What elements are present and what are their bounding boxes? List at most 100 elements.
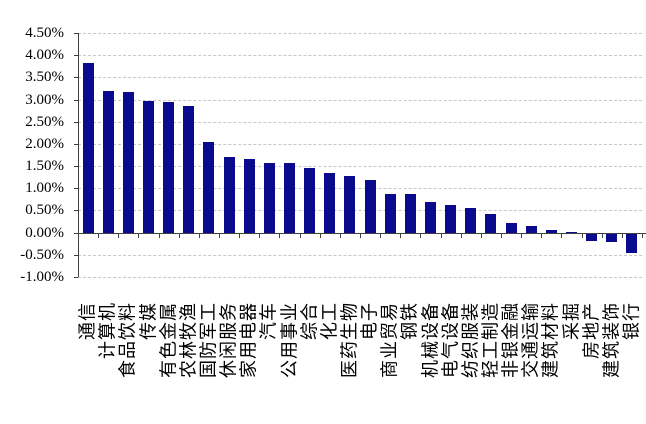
gridline bbox=[78, 77, 642, 79]
x-axis-category-label-text: 商业贸易 bbox=[379, 302, 400, 378]
bar bbox=[183, 105, 195, 233]
y-axis-tick-label: 2.50% bbox=[25, 113, 64, 130]
x-axis-tick bbox=[138, 233, 140, 238]
bar bbox=[626, 233, 638, 253]
bar bbox=[404, 194, 416, 233]
bar bbox=[223, 157, 235, 233]
bar bbox=[102, 91, 114, 233]
gridline bbox=[78, 55, 642, 57]
x-axis-category-label-text: 钢铁 bbox=[399, 302, 420, 340]
gridline bbox=[78, 143, 642, 145]
x-axis-category-label-text: 农林牧渔 bbox=[178, 302, 199, 378]
bar bbox=[82, 62, 94, 233]
y-axis-tick-label: 0.00% bbox=[25, 224, 64, 241]
x-axis-tick bbox=[501, 233, 502, 238]
bar bbox=[465, 208, 477, 233]
x-axis-category-label-text: 轻工制造 bbox=[480, 302, 501, 378]
x-axis-category-label-text: 国防军工 bbox=[198, 302, 219, 378]
bar bbox=[203, 142, 215, 233]
x-axis-category-label-text: 电气设备 bbox=[440, 302, 461, 378]
x-axis-category-label-text: 房地产 bbox=[581, 302, 602, 359]
x-axis-category-label-text: 汽车 bbox=[258, 302, 279, 340]
x-axis-tick bbox=[219, 233, 220, 238]
x-axis-tick bbox=[601, 233, 603, 238]
bar bbox=[122, 92, 134, 233]
x-axis-tick bbox=[440, 233, 442, 238]
x-axis-tick bbox=[642, 233, 643, 238]
x-axis-category-label-text: 化工 bbox=[319, 302, 340, 340]
bar bbox=[485, 213, 497, 233]
x-axis-tick bbox=[299, 233, 301, 238]
y-axis-tick bbox=[74, 188, 78, 190]
y-axis-tick bbox=[74, 166, 78, 168]
y-axis-tick bbox=[74, 254, 78, 256]
gridline bbox=[78, 210, 642, 212]
x-axis-category-label-text: 银行 bbox=[621, 302, 642, 340]
x-axis-category-label-text: 建筑材料 bbox=[540, 302, 561, 378]
x-axis-category-label-text: 医药生物 bbox=[339, 302, 360, 378]
bar bbox=[445, 204, 457, 233]
x-axis-category-label-text: 交通运输 bbox=[520, 302, 541, 378]
gridline bbox=[78, 121, 642, 123]
x-axis-tick bbox=[420, 233, 422, 238]
bar bbox=[344, 176, 356, 233]
y-axis-tick-label: -0.50% bbox=[20, 246, 64, 263]
bar bbox=[606, 233, 618, 243]
x-axis-tick bbox=[400, 233, 402, 238]
x-axis-category-label-text: 采掘 bbox=[561, 302, 581, 340]
bar bbox=[384, 194, 396, 233]
x-axis-tick bbox=[98, 233, 100, 238]
gridline bbox=[78, 33, 642, 34]
x-axis-tick bbox=[360, 233, 361, 238]
y-axis-tick bbox=[74, 232, 78, 234]
x-axis-category-label-text: 综合 bbox=[299, 302, 320, 340]
y-axis-tick bbox=[74, 77, 78, 79]
x-axis-tick bbox=[480, 233, 482, 238]
gridline bbox=[78, 166, 642, 168]
x-axis-category-label-text: 有色金属 bbox=[158, 302, 179, 378]
x-axis-tick bbox=[239, 233, 241, 238]
bar bbox=[505, 222, 517, 233]
x-axis-tick bbox=[581, 233, 583, 238]
y-axis-line bbox=[78, 33, 79, 277]
x-axis-tick bbox=[118, 233, 120, 238]
bar bbox=[284, 163, 295, 233]
x-axis-line bbox=[78, 232, 646, 234]
y-axis-tick-label: 1.00% bbox=[25, 180, 64, 197]
y-axis-tick bbox=[74, 99, 78, 101]
bar bbox=[143, 101, 154, 233]
bar bbox=[525, 226, 537, 233]
x-axis-category-label-text: 电子 bbox=[359, 302, 380, 340]
x-axis-category-label-text: 计算机 bbox=[97, 302, 118, 359]
y-axis-tick bbox=[74, 276, 78, 278]
x-axis-category-label-text: 非银金融 bbox=[500, 302, 521, 378]
x-axis-tick bbox=[78, 233, 79, 238]
x-axis-category-label-text: 公用事业 bbox=[279, 302, 299, 378]
x-axis-tick bbox=[178, 233, 180, 238]
y-axis-tick-label: 2.00% bbox=[25, 135, 64, 152]
bar bbox=[263, 162, 275, 233]
bar bbox=[545, 229, 557, 233]
x-axis-tick bbox=[541, 233, 543, 238]
y-axis-tick-label: 1.50% bbox=[25, 158, 64, 175]
gridline bbox=[78, 276, 642, 278]
y-axis-tick bbox=[74, 121, 78, 123]
y-axis-tick-label: 3.50% bbox=[25, 69, 64, 86]
x-axis-tick bbox=[198, 233, 200, 238]
x-axis-tick bbox=[561, 233, 563, 238]
x-axis-tick bbox=[339, 233, 341, 238]
y-axis-tick-label: 0.50% bbox=[25, 202, 64, 219]
x-axis-category-label-text: 休闲服务 bbox=[218, 302, 239, 378]
y-axis-tick bbox=[74, 33, 78, 34]
y-axis-tick-label: 4.50% bbox=[25, 25, 64, 41]
x-axis-tick bbox=[621, 233, 623, 238]
y-axis-tick-label: 3.00% bbox=[25, 91, 64, 108]
y-axis-tick bbox=[74, 143, 78, 145]
y-axis-tick bbox=[74, 55, 78, 57]
x-axis-tick bbox=[460, 233, 462, 238]
y-axis-tick bbox=[74, 210, 78, 212]
bar bbox=[324, 173, 336, 233]
gridline bbox=[78, 99, 642, 101]
